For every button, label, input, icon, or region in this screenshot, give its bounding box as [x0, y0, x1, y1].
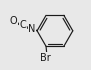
Text: Br: Br: [40, 53, 51, 63]
Text: N: N: [28, 24, 36, 34]
Text: C: C: [20, 20, 26, 30]
Text: O: O: [10, 16, 17, 26]
